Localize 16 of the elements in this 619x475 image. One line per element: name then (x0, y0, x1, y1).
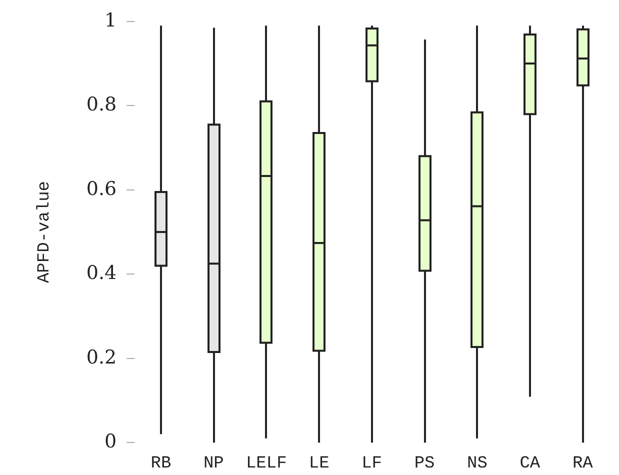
x-tick-label: LELF (246, 454, 287, 474)
x-tick-label: LF (362, 454, 382, 474)
y-tick-label: 0 (104, 430, 117, 453)
y-tick-label: 0.8 (86, 94, 117, 116)
y-tick-label: 0.4 (86, 262, 117, 284)
x-tick-label: RB (150, 454, 172, 474)
x-tick-label: NS (467, 454, 488, 474)
y-axis-title: APFD-value (36, 180, 55, 284)
x-tick-label: PS (414, 454, 435, 474)
y-tick-label: 1 (104, 9, 117, 32)
x-tick-label: LE (308, 454, 330, 474)
x-tick-label: RA (572, 454, 594, 474)
x-tick-label: CA (520, 454, 541, 474)
y-tick-label: 0.6 (86, 178, 117, 200)
y-tick-label: 0.2 (86, 346, 117, 368)
x-tick-label: NP (203, 454, 224, 474)
